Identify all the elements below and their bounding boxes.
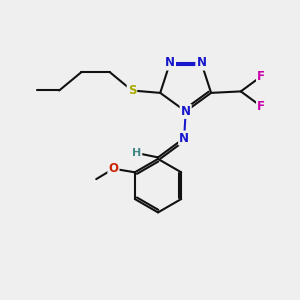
Text: N: N <box>179 132 189 145</box>
Text: F: F <box>257 100 265 113</box>
Text: N: N <box>196 56 206 70</box>
Text: N: N <box>181 105 191 118</box>
Text: N: N <box>165 56 175 70</box>
Text: O: O <box>109 162 118 175</box>
Text: F: F <box>257 70 265 83</box>
Text: S: S <box>128 84 136 97</box>
Text: H: H <box>132 148 141 158</box>
